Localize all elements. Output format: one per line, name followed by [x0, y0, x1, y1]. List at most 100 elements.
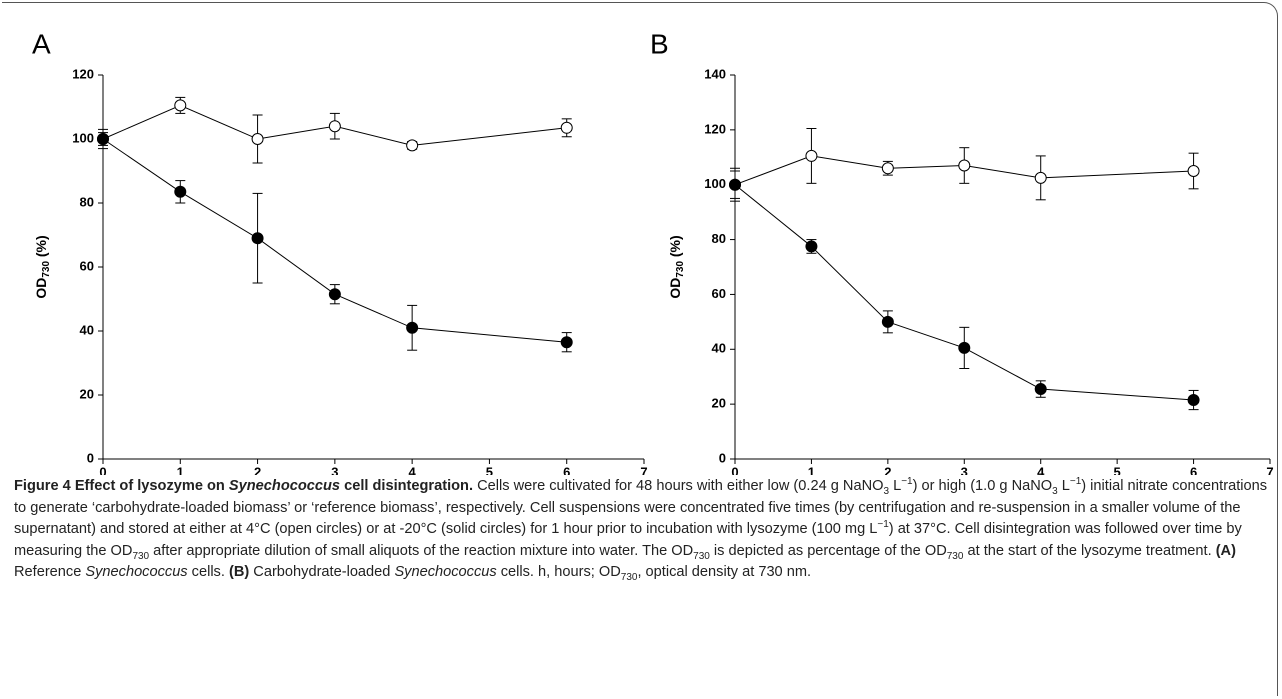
text: −1 — [877, 519, 889, 531]
x-tick-label: 4 — [409, 464, 417, 475]
text: Carbohydrate-loaded — [249, 564, 395, 580]
marker — [729, 178, 741, 191]
y-tick-label: 120 — [72, 66, 94, 81]
text: ) at 37°C. Cell disintegration was follo… — [14, 521, 1242, 559]
text: 3 — [1052, 485, 1058, 497]
x-tick-label: 1 — [808, 464, 815, 475]
text: Synechococcus — [228, 478, 341, 494]
y-tick-label: 40 — [712, 341, 726, 356]
marker — [881, 162, 894, 175]
x-tick-label: 4 — [1037, 464, 1045, 475]
text: at the start of the lysozyme treatment. — [963, 542, 1216, 559]
marker — [560, 336, 573, 349]
text: after appropriate dilution of small aliq… — [149, 542, 694, 559]
marker — [805, 149, 818, 162]
marker — [328, 120, 341, 133]
x-tick-label: 7 — [640, 464, 647, 475]
y-tick-label: 0 — [719, 450, 726, 465]
text: 730 — [620, 571, 638, 583]
text: cell disintegration. — [340, 478, 474, 494]
y-axis-label-part: OD — [33, 278, 49, 299]
text: cells. h, hours; OD — [496, 564, 621, 580]
marker — [174, 99, 187, 112]
marker — [251, 232, 264, 245]
charts: A02040608010012001234567Time (h)OD730 (%… — [32, 28, 1274, 475]
series-line — [734, 184, 1194, 401]
x-tick-label: 5 — [486, 464, 493, 475]
x-tick-label: 5 — [1114, 464, 1121, 475]
text: L — [1057, 478, 1070, 494]
marker — [881, 315, 894, 328]
caption-title: Figure 4 Effect of lysozyme on Synechoco… — [14, 478, 473, 494]
text: Synechococcus — [85, 564, 188, 580]
text: 730 — [132, 550, 150, 562]
marker — [406, 139, 419, 152]
y-tick-label: 20 — [712, 396, 726, 411]
marker — [328, 288, 341, 301]
y-axis-label: OD730 (%) — [667, 235, 686, 298]
x-tick-label: 3 — [331, 464, 338, 475]
text: cells. — [187, 564, 229, 580]
series-line — [102, 138, 567, 343]
y-axis-label: OD730 (%) — [33, 235, 52, 298]
marker — [958, 341, 971, 354]
x-tick-label: 2 — [254, 464, 261, 475]
y-tick-label: 140 — [704, 66, 726, 81]
y-tick-label: 80 — [80, 194, 94, 209]
y-axis-label-part: (%) — [33, 235, 49, 261]
marker — [805, 240, 818, 253]
marker — [1187, 394, 1200, 407]
text: Cells were cultivated for 48 hours with … — [473, 478, 884, 494]
text: , optical density at 730 nm. — [637, 564, 812, 580]
marker — [560, 121, 573, 134]
marker — [958, 159, 971, 172]
y-axis-label-part: OD — [667, 278, 683, 299]
panel-label: B — [650, 28, 669, 59]
x-tick-label: 2 — [884, 464, 891, 475]
text: −1 — [901, 476, 913, 488]
x-tick-label: 0 — [731, 464, 738, 475]
text: is depicted as percentage of the OD — [709, 542, 947, 559]
text: L — [889, 478, 902, 494]
caption: Figure 4 Effect of lysozyme on Synechoco… — [14, 476, 1276, 584]
text: 3 — [883, 485, 890, 497]
y-axis-label-part: 730 — [41, 261, 52, 278]
y-tick-label: 20 — [80, 386, 94, 401]
text: (B) — [228, 564, 250, 580]
text: 730 — [693, 550, 710, 562]
marker — [1187, 165, 1200, 177]
series-line — [102, 104, 567, 146]
marker — [1034, 171, 1047, 184]
x-tick-label: 1 — [177, 464, 184, 475]
text: −1 — [1069, 476, 1082, 488]
marker — [1034, 383, 1047, 396]
x-tick-label: 7 — [1266, 464, 1273, 475]
x-tick-label: 6 — [563, 464, 570, 475]
y-axis-label-part: 730 — [675, 261, 686, 278]
marker — [251, 133, 264, 145]
x-tick-label: 6 — [1190, 464, 1197, 475]
marker — [406, 321, 419, 334]
y-tick-label: 60 — [80, 258, 94, 273]
text: (A) — [1215, 542, 1236, 559]
y-tick-label: 60 — [712, 286, 726, 301]
y-tick-label: 40 — [80, 322, 94, 337]
marker — [97, 133, 109, 145]
panel-label: A — [32, 28, 51, 59]
marker — [174, 185, 187, 198]
text: ) or high (1.0 g NaNO — [912, 478, 1053, 494]
y-tick-label: 120 — [704, 121, 726, 136]
y-tick-label: 100 — [704, 176, 726, 191]
y-tick-label: 80 — [712, 231, 726, 246]
text: ) initial nitrate concentrations to gene… — [14, 478, 1268, 537]
text: Reference — [14, 564, 86, 580]
text: 730 — [946, 550, 964, 562]
series-line — [734, 155, 1194, 186]
x-tick-label: 0 — [99, 464, 106, 475]
x-tick-label: 3 — [961, 464, 968, 475]
y-tick-label: 0 — [87, 450, 94, 465]
y-tick-label: 100 — [72, 130, 94, 145]
text: Figure 4 Effect of lysozyme on — [14, 478, 229, 494]
